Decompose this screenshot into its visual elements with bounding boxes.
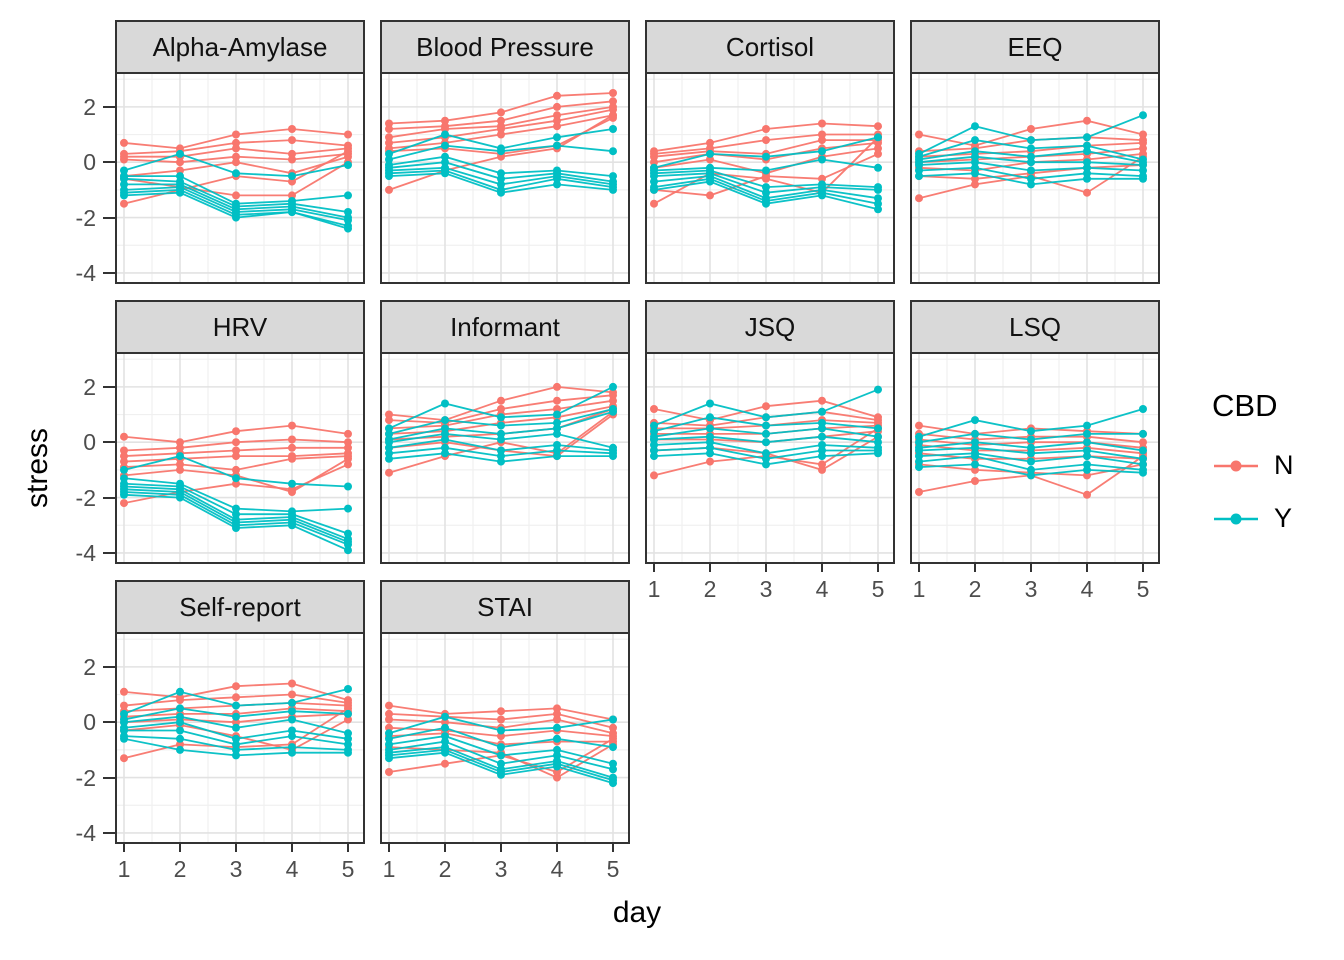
y-tick-label: -2: [75, 765, 96, 791]
facet-panel-blood-pressure: [380, 72, 630, 284]
x-tick: [918, 564, 920, 572]
y-tick-label: 0: [83, 429, 96, 455]
facet-strip-alpha-amylase: Alpha-Amylase: [115, 20, 365, 72]
y-tick: [103, 217, 115, 219]
facet-strip-stai: STAI: [380, 580, 630, 632]
facet-strip-eeq: EEQ: [910, 20, 1160, 72]
y-tick-label: -2: [75, 485, 96, 511]
x-tick: [347, 844, 349, 852]
x-tick: [500, 844, 502, 852]
facet-panel-informant: [380, 352, 630, 564]
y-tick-label: -4: [75, 260, 96, 286]
x-tick: [612, 844, 614, 852]
x-tick-label: 3: [759, 576, 773, 602]
y-tick-label: 2: [83, 94, 96, 120]
y-tick: [103, 106, 115, 108]
y-axis-title: stress: [21, 427, 54, 509]
y-tick: [103, 386, 115, 388]
legend-key-n-icon: [1214, 460, 1258, 471]
x-tick-label: 1: [382, 856, 396, 882]
x-tick-label: 1: [912, 576, 926, 602]
legend-label-n: N: [1274, 450, 1294, 480]
y-tick: [103, 552, 115, 554]
x-tick: [765, 564, 767, 572]
facet-panel-alpha-amylase: [115, 72, 365, 284]
x-axis-title: day: [612, 896, 662, 929]
y-tick: [103, 777, 115, 779]
x-tick-label: 3: [494, 856, 508, 882]
legend-key-y-icon: [1214, 513, 1258, 524]
x-tick-label: 5: [1136, 576, 1150, 602]
facet-panel-stai: [380, 632, 630, 844]
x-tick-label: 4: [285, 856, 299, 882]
x-tick-label: 3: [229, 856, 243, 882]
y-tick-label: 2: [83, 374, 96, 400]
x-tick-label: 5: [606, 856, 620, 882]
x-tick-label: 2: [173, 856, 187, 882]
x-tick: [444, 844, 446, 852]
x-tick: [1030, 564, 1032, 572]
x-tick-label: 2: [703, 576, 717, 602]
x-tick-label: 4: [550, 856, 564, 882]
x-tick: [388, 844, 390, 852]
x-tick: [1142, 564, 1144, 572]
y-tick-label: 2: [83, 654, 96, 680]
legend-entry-y: Y: [1212, 503, 1294, 534]
facet-panel-lsq: [910, 352, 1160, 564]
x-tick-label: 2: [968, 576, 982, 602]
legend-title: CBD: [1212, 388, 1278, 423]
x-tick: [235, 844, 237, 852]
x-tick: [291, 844, 293, 852]
facet-strip-hrv: HRV: [115, 300, 365, 352]
facet-panel-self-report: [115, 632, 365, 844]
y-tick-label: -2: [75, 205, 96, 231]
x-tick: [653, 564, 655, 572]
x-tick-label: 1: [647, 576, 661, 602]
facet-panel-cortisol: [645, 72, 895, 284]
y-tick-label: -4: [75, 820, 96, 846]
y-tick-label: -4: [75, 540, 96, 566]
y-tick: [103, 497, 115, 499]
x-tick-label: 4: [815, 576, 829, 602]
x-tick: [179, 844, 181, 852]
facet-strip-self-report: Self-report: [115, 580, 365, 632]
facet-panel-eeq: [910, 72, 1160, 284]
y-tick-label: 0: [83, 709, 96, 735]
facet-panel-jsq: [645, 352, 895, 564]
y-tick-label: 0: [83, 149, 96, 175]
y-tick: [103, 161, 115, 163]
x-tick-label: 2: [438, 856, 452, 882]
x-tick: [877, 564, 879, 572]
legend-entry-n: N: [1212, 450, 1294, 481]
y-tick: [103, 441, 115, 443]
x-tick-label: 5: [871, 576, 885, 602]
facet-strip-blood-pressure: Blood Pressure: [380, 20, 630, 72]
legend-label-y: Y: [1274, 503, 1293, 533]
y-tick: [103, 832, 115, 834]
x-tick: [123, 844, 125, 852]
x-tick-label: 4: [1080, 576, 1094, 602]
facet-strip-jsq: JSQ: [645, 300, 895, 352]
x-tick: [1086, 564, 1088, 572]
x-tick-label: 5: [341, 856, 355, 882]
y-tick: [103, 666, 115, 668]
facet-strip-lsq: LSQ: [910, 300, 1160, 352]
legend: CBD N Y: [1212, 388, 1294, 534]
facet-strip-cortisol: Cortisol: [645, 20, 895, 72]
x-tick: [556, 844, 558, 852]
x-tick-label: 1: [117, 856, 131, 882]
x-tick: [709, 564, 711, 572]
y-tick: [103, 721, 115, 723]
x-tick: [821, 564, 823, 572]
x-tick-label: 3: [1024, 576, 1038, 602]
x-tick: [974, 564, 976, 572]
y-tick: [103, 272, 115, 274]
facet-panel-hrv: [115, 352, 365, 564]
facet-strip-informant: Informant: [380, 300, 630, 352]
